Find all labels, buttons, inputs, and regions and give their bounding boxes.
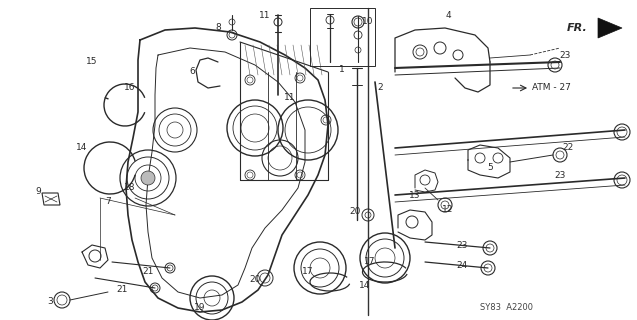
Text: SY83  A2200: SY83 A2200 <box>480 303 533 313</box>
Text: 12: 12 <box>442 205 454 214</box>
Text: 21: 21 <box>117 285 127 294</box>
Text: 20: 20 <box>249 276 261 284</box>
Text: 5: 5 <box>487 164 493 172</box>
Text: 23: 23 <box>554 171 566 180</box>
Text: 16: 16 <box>124 84 136 92</box>
Text: 19: 19 <box>194 303 206 313</box>
Text: 10: 10 <box>362 18 374 27</box>
Text: 22: 22 <box>562 143 574 153</box>
Text: 17: 17 <box>364 258 376 267</box>
Text: 11: 11 <box>259 11 271 20</box>
Text: 21: 21 <box>142 268 154 276</box>
Text: 23: 23 <box>559 51 571 60</box>
Text: 13: 13 <box>409 190 421 199</box>
Text: 7: 7 <box>105 197 111 206</box>
Text: 23: 23 <box>456 241 468 250</box>
Text: 18: 18 <box>124 183 136 193</box>
Text: 20: 20 <box>349 207 361 217</box>
Text: 11: 11 <box>284 93 296 102</box>
Text: 2: 2 <box>377 84 383 92</box>
Text: 24: 24 <box>456 260 468 269</box>
Text: 1: 1 <box>339 66 345 75</box>
Text: 14: 14 <box>76 143 88 153</box>
Text: FR.: FR. <box>568 23 588 33</box>
Text: 3: 3 <box>47 298 53 307</box>
Text: 9: 9 <box>35 188 41 196</box>
Text: 4: 4 <box>445 11 451 20</box>
Bar <box>310 8 375 66</box>
Text: 14: 14 <box>359 281 371 290</box>
Text: ATM - 27: ATM - 27 <box>532 84 571 92</box>
Text: 6: 6 <box>189 68 195 76</box>
Circle shape <box>141 171 155 185</box>
Text: 15: 15 <box>86 58 97 67</box>
Text: 8: 8 <box>215 23 221 33</box>
Polygon shape <box>598 18 622 38</box>
Text: 17: 17 <box>302 268 314 276</box>
